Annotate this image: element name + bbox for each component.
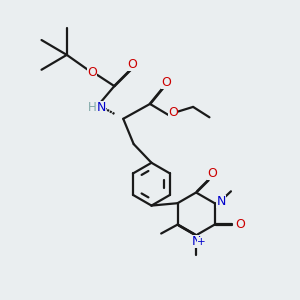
Text: H: H (88, 101, 96, 114)
Text: O: O (161, 76, 171, 89)
Text: +: + (197, 237, 206, 247)
Text: N: N (217, 195, 226, 208)
Text: O: O (208, 167, 218, 180)
Text: O: O (127, 58, 137, 71)
Text: O: O (235, 218, 245, 231)
Text: O: O (168, 106, 178, 119)
Text: N: N (191, 235, 201, 248)
Text: O: O (87, 66, 97, 79)
Text: N: N (97, 101, 106, 114)
